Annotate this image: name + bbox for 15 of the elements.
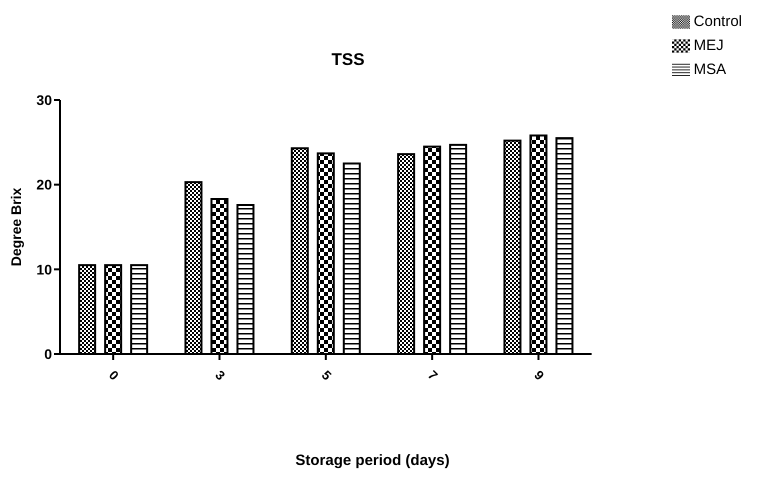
legend-label: MEJ xyxy=(694,37,724,54)
x-axis-title: Storage period (days) xyxy=(294,452,451,469)
x-tick-label: 9 xyxy=(531,367,548,384)
legend-label: MSA xyxy=(694,61,726,78)
y-tick-label: 30 xyxy=(36,92,52,108)
x-tick-label: 5 xyxy=(318,367,334,384)
y-tick-label: 0 xyxy=(44,346,52,362)
y-tick-label: 20 xyxy=(36,176,52,193)
y-axis-title: Degree Brix xyxy=(8,187,24,266)
y-tick-label: 10 xyxy=(36,261,52,278)
x-tick-label: 0 xyxy=(106,367,122,384)
chart-title: TSS xyxy=(330,50,366,70)
legend-label: Control xyxy=(694,13,742,30)
x-tick-label: 7 xyxy=(425,367,441,384)
x-tick-label: 3 xyxy=(212,367,228,384)
